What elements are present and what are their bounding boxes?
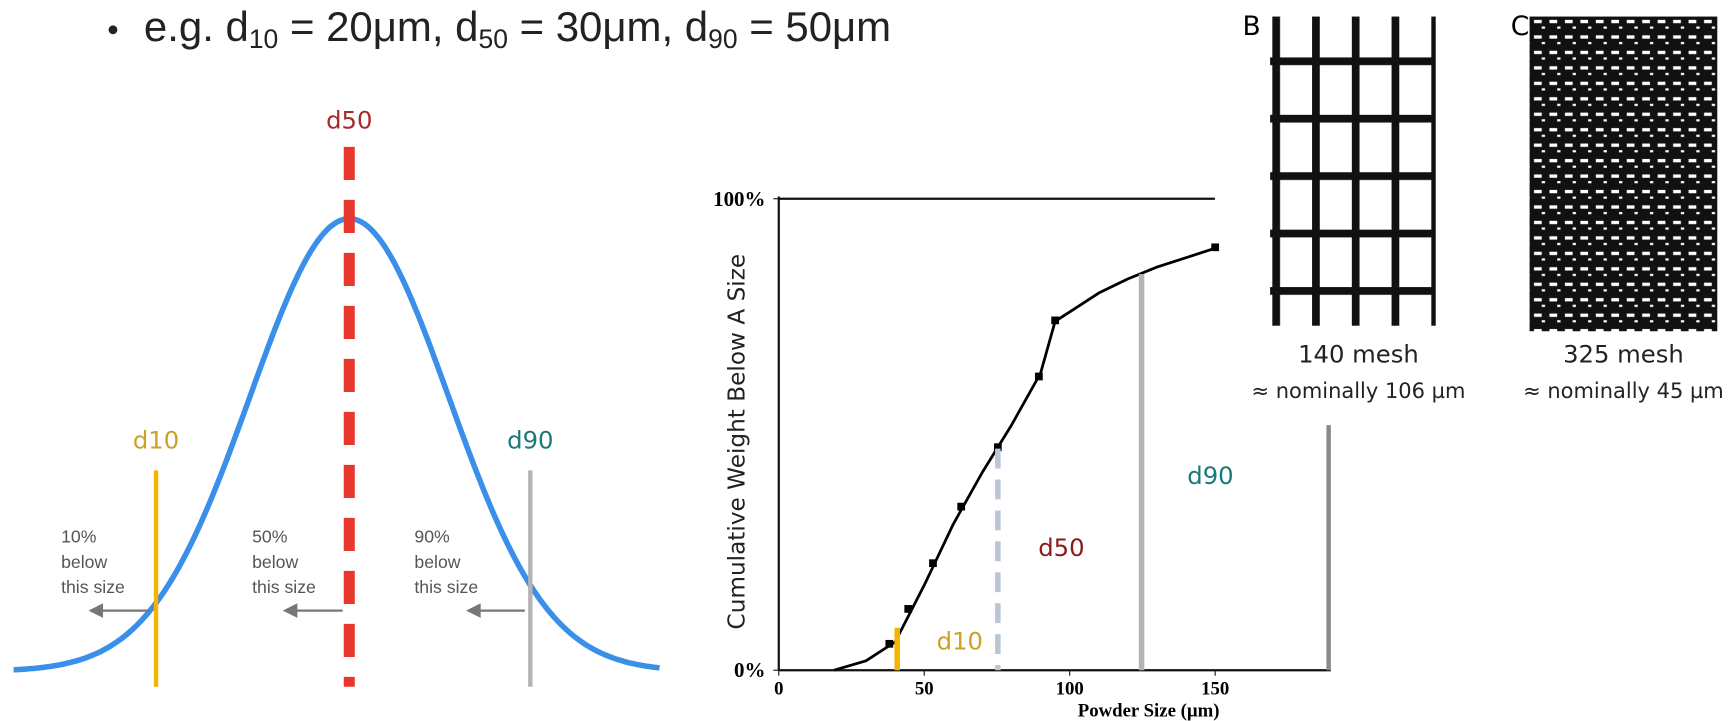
data-point — [957, 502, 966, 511]
data-point — [1035, 372, 1043, 381]
note-text: this size — [414, 577, 478, 597]
d50-label: d50 — [326, 105, 372, 134]
mesh-b-image — [1270, 16, 1436, 326]
mesh-size: ≈ nominally 106 µm — [1251, 379, 1465, 403]
bell-curve — [13, 215, 660, 673]
mesh-size: ≈ nominally 45 µm — [1523, 379, 1724, 403]
arrows — [88, 603, 525, 618]
bullet-part: e.g. d — [144, 3, 249, 50]
d90-label: d90 — [507, 426, 553, 455]
note-text: this size — [252, 577, 316, 597]
data-point — [929, 559, 937, 568]
note-text: below — [414, 552, 460, 572]
note-text: below — [61, 552, 107, 572]
data-line — [833, 246, 1216, 672]
y-tick-label: 100% — [713, 187, 765, 211]
marker-label: d50 — [1038, 533, 1084, 562]
note-text: 50% — [252, 526, 288, 546]
d10-label: d10 — [133, 426, 179, 455]
subscript: 90 — [708, 24, 737, 54]
x-axis-label: Powder Size (µm) — [1078, 700, 1220, 721]
mesh-name: 325 mesh — [1563, 340, 1684, 369]
note-text: 10% — [61, 526, 97, 546]
bullet-part: = 50μm — [738, 3, 892, 50]
bullet-text: e.g. d10 = 20μm, d50 = 30μm, d90 = 50μm — [144, 3, 891, 54]
mesh-name: 140 mesh — [1298, 340, 1419, 369]
mesh-letter: C — [1511, 11, 1530, 42]
y-tick-label: 0% — [734, 658, 765, 682]
x-tick-label: 100 — [1056, 678, 1084, 699]
data-point — [1211, 243, 1220, 252]
data-point — [885, 639, 894, 648]
x-tick-label: 150 — [1201, 678, 1229, 699]
data-point — [904, 605, 913, 613]
bullet-part: = 30μm, d — [508, 3, 708, 50]
bullet-dot — [108, 25, 118, 35]
note-text: below — [252, 552, 298, 572]
y-axis-label: Cumulative Weight Below A Size — [723, 254, 750, 630]
subscript: 50 — [478, 24, 507, 54]
bullet-part: = 20μm, d — [278, 3, 478, 50]
note-text: 90% — [414, 526, 450, 546]
data-point — [1051, 316, 1060, 325]
note-text: this size — [61, 577, 125, 597]
subscript: 10 — [249, 24, 278, 54]
mesh-c-image — [1529, 16, 1718, 332]
marker-label: d10 — [937, 627, 983, 656]
marker-label: d90 — [1187, 461, 1233, 490]
mesh-letter: B — [1243, 11, 1261, 42]
data-point — [993, 443, 1002, 452]
x-tick-label: 50 — [915, 678, 934, 699]
x-tick-label: 0 — [774, 678, 783, 699]
